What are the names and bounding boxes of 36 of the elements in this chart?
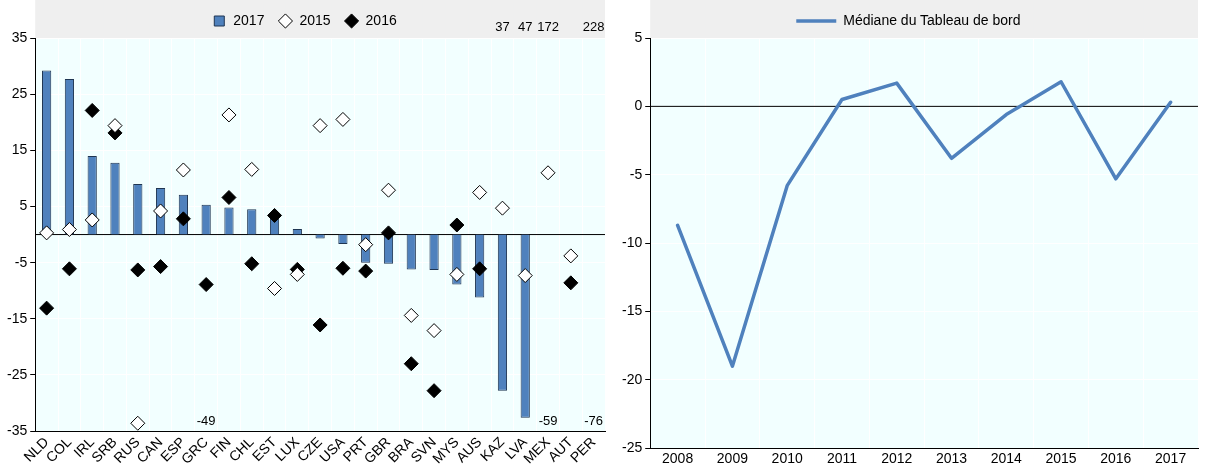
- y-tick-label: 15: [11, 141, 28, 158]
- x-tick-label: 2009: [716, 450, 749, 467]
- y-tick-label: -35: [7, 421, 28, 438]
- x-tick-label: 2013: [935, 450, 968, 467]
- y-tick-label: 25: [11, 85, 28, 102]
- y-tick-label: -15: [622, 302, 643, 319]
- y-tick-label: -15: [7, 309, 28, 326]
- text: 228: [582, 19, 605, 35]
- y-tick-label: 5: [634, 28, 643, 45]
- legend-label: 2017: [233, 11, 265, 28]
- y-tick-label: 35: [11, 28, 28, 45]
- annotation: -76: [584, 413, 603, 429]
- x-tick-label: 2017: [1155, 450, 1187, 467]
- x-tick-label: 2015: [1045, 450, 1077, 467]
- legend-label: 2016: [365, 11, 397, 28]
- x-tick-label: 2008: [662, 450, 694, 467]
- x-tick-label: 2010: [771, 450, 803, 467]
- annotation: -49: [196, 413, 216, 429]
- x-tick-label: 2011: [826, 450, 858, 467]
- y-tick-label: -5: [14, 253, 28, 270]
- y-tick-label: -25: [7, 365, 28, 382]
- y-tick-label: -25: [622, 439, 643, 456]
- y-tick-label: -5: [629, 165, 643, 182]
- x-tick-label: 2012: [881, 450, 913, 467]
- text: 47: [518, 19, 533, 35]
- text: 37: [495, 19, 510, 35]
- annotation: -59: [538, 413, 558, 429]
- text: 172: [537, 19, 559, 35]
- legend-label: 2015: [299, 11, 331, 28]
- x-tick-label: 2014: [990, 450, 1023, 467]
- y-tick-label: 0: [634, 97, 643, 114]
- x-tick-label: 2016: [1100, 450, 1132, 467]
- legend-label: Médiane du Tableau de bord: [843, 11, 1021, 28]
- y-tick-label: -20: [622, 370, 643, 387]
- y-tick-label: -10: [622, 233, 643, 250]
- y-tick-label: 5: [19, 197, 28, 214]
